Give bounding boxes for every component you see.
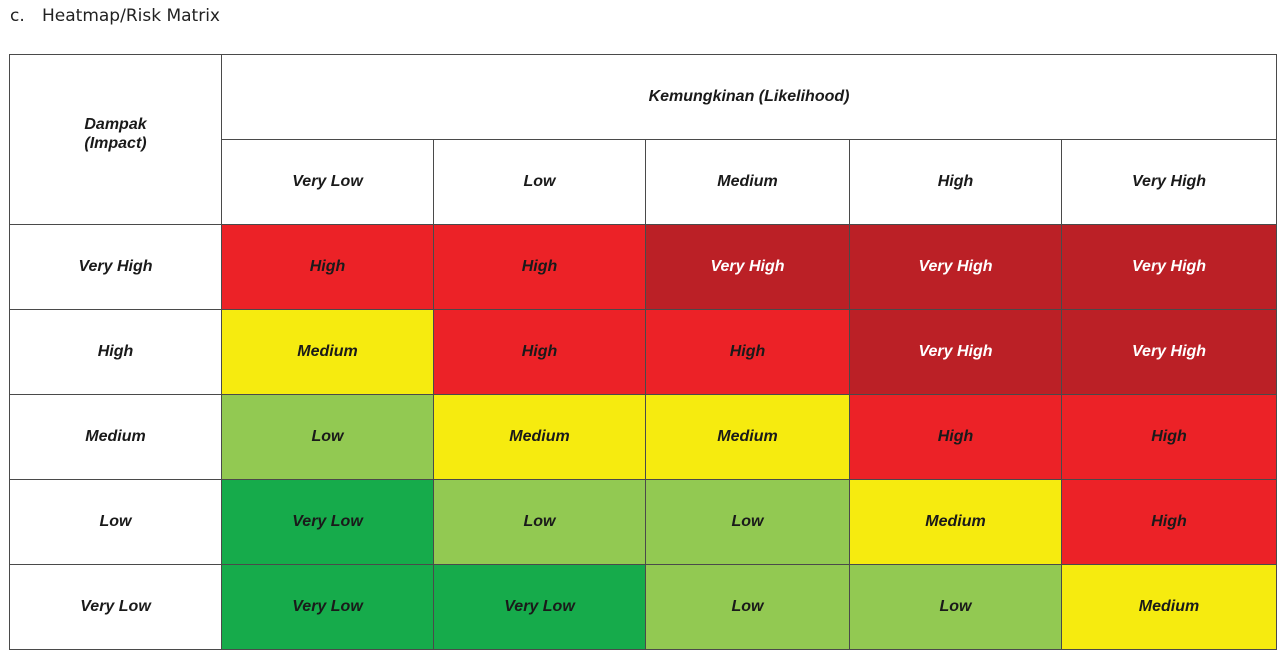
impact-level-header: Very Low xyxy=(9,564,222,650)
likelihood-level-header: Very Low xyxy=(221,139,434,225)
section-heading: c. Heatmap/Risk Matrix xyxy=(10,4,220,28)
risk-level-cell: High xyxy=(1060,479,1278,565)
section-marker: c. xyxy=(10,6,25,26)
risk-level-cell: Very High xyxy=(645,224,850,310)
likelihood-level-header: Very High xyxy=(1060,139,1278,225)
likelihood-levels-row: Very Low Low Medium High Very High xyxy=(10,139,1278,225)
risk-level-cell: Medium xyxy=(221,309,434,395)
risk-level-cell: Very High xyxy=(1060,309,1278,395)
impact-title: Dampak xyxy=(84,115,147,133)
likelihood-title-en: Likelihood xyxy=(764,88,845,105)
risk-level-cell: Low xyxy=(221,394,434,480)
likelihood-level-header: Medium xyxy=(645,139,850,225)
impact-axis-header: Dampak (Impact) xyxy=(9,54,222,225)
risk-level-cell: High xyxy=(849,394,1062,480)
section-title: Heatmap/Risk Matrix xyxy=(42,6,220,26)
risk-matrix-table: Dampak (Impact) Kemungkinan (Likelihood)… xyxy=(9,54,1278,650)
likelihood-level-header: High xyxy=(849,139,1062,225)
likelihood-level-header: Low xyxy=(433,139,646,225)
likelihood-title-row: Dampak (Impact) Kemungkinan (Likelihood) xyxy=(9,54,1278,225)
likelihood-title: Kemungkinan xyxy=(648,88,755,105)
risk-level-cell: Very Low xyxy=(433,564,646,650)
impact-level-header: Medium xyxy=(9,394,222,480)
risk-level-cell: High xyxy=(1060,394,1278,480)
impact-level-header: Low xyxy=(9,479,222,565)
risk-level-cell: High xyxy=(221,224,434,310)
impact-row: Medium Low Medium Medium High High xyxy=(9,394,1278,480)
risk-level-cell: Medium xyxy=(645,394,850,480)
risk-level-cell: High xyxy=(433,224,646,310)
impact-row: Very High High High Very High Very High … xyxy=(9,224,1278,310)
impact-row: Very Low Very Low Very Low Low Low Mediu… xyxy=(9,564,1278,650)
risk-level-cell: Very Low xyxy=(221,564,434,650)
risk-level-cell: Medium xyxy=(849,479,1062,565)
risk-level-cell: Very High xyxy=(849,224,1062,310)
risk-level-cell: Very High xyxy=(849,309,1062,395)
risk-level-cell: Medium xyxy=(1060,564,1278,650)
impact-row: Low Very Low Low Low Medium High xyxy=(9,479,1278,565)
impact-title-en-line: (Impact) xyxy=(84,134,147,152)
risk-level-cell: Medium xyxy=(433,394,646,480)
impact-level-header: Very High xyxy=(9,224,222,310)
risk-level-cell: Very Low xyxy=(221,479,434,565)
impact-title-en: Impact xyxy=(89,134,142,152)
likelihood-axis-header: Kemungkinan (Likelihood) xyxy=(220,54,1278,140)
impact-row: High Medium High High Very High Very Hig… xyxy=(9,309,1278,395)
risk-level-cell: Low xyxy=(645,479,850,565)
risk-level-cell: Low xyxy=(645,564,850,650)
risk-level-cell: Low xyxy=(433,479,646,565)
risk-level-cell: High xyxy=(433,309,646,395)
risk-level-cell: Very High xyxy=(1060,224,1278,310)
impact-level-header: High xyxy=(9,309,222,395)
risk-level-cell: High xyxy=(645,309,850,395)
risk-level-cell: Low xyxy=(849,564,1062,650)
